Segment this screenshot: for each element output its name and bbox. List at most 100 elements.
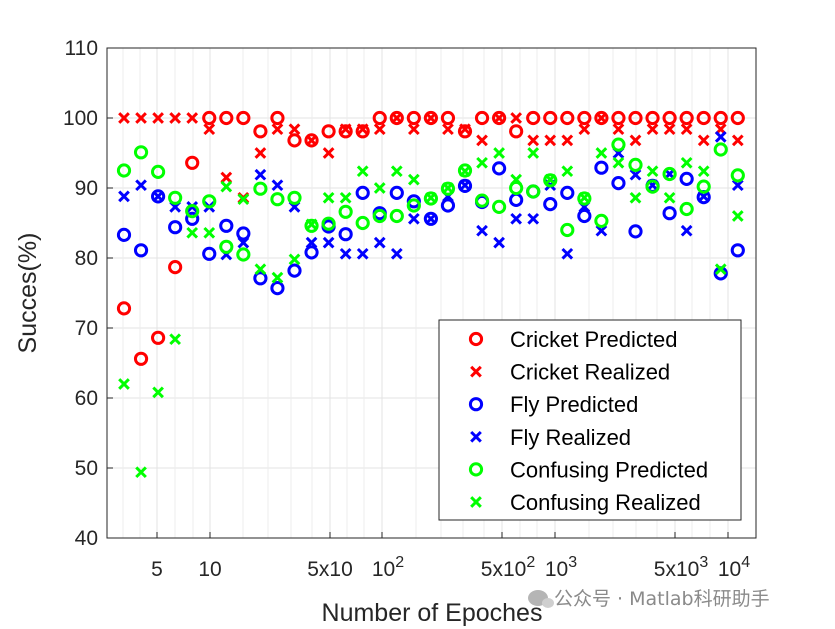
circle-point <box>730 243 745 258</box>
circle-point <box>645 110 660 126</box>
cross-point <box>305 134 318 147</box>
cross-point <box>407 173 420 186</box>
y-axis-label: Succes(%) <box>14 233 42 354</box>
circle-point <box>372 208 387 224</box>
legend-entry: Cricket Realized <box>510 360 670 385</box>
x-tick-label: 103 <box>545 554 577 581</box>
cross-point <box>288 253 301 266</box>
cross-point <box>254 168 267 181</box>
circle-point <box>133 145 149 160</box>
cross-point <box>152 112 164 124</box>
circle-point <box>611 110 626 126</box>
cross-point <box>612 123 625 136</box>
circle-point <box>492 110 507 126</box>
cross-point <box>305 236 318 249</box>
circle-point <box>423 191 438 206</box>
legend-entry: Confusing Predicted <box>510 457 708 482</box>
cross-point <box>322 236 335 249</box>
cross-point <box>680 224 693 237</box>
circle-point <box>543 110 558 126</box>
cross-point <box>220 171 233 184</box>
cross-point <box>271 271 284 284</box>
cross-point <box>476 134 488 147</box>
circle-point <box>679 171 694 186</box>
cross-point <box>629 134 642 147</box>
cross-point <box>646 165 659 178</box>
series-confusing-realized <box>118 147 744 479</box>
cross-point <box>714 131 727 143</box>
cross-point <box>697 190 710 203</box>
cross-point <box>595 112 608 124</box>
cross-point <box>169 333 182 346</box>
cross-point <box>118 190 130 203</box>
cross-point <box>288 123 301 136</box>
circle-point <box>662 110 677 126</box>
circle-point <box>628 224 643 239</box>
circle-point <box>440 110 456 126</box>
legend-entry: Fly Realized <box>510 425 631 450</box>
legend-marker <box>470 365 482 378</box>
x-tick-label: 10 <box>198 558 221 581</box>
x-tick-label: 102 <box>372 554 404 581</box>
cross-point <box>510 112 523 124</box>
cross-point <box>561 247 574 260</box>
circle-point <box>202 246 217 261</box>
cross-point <box>203 123 216 136</box>
cross-point <box>595 224 608 237</box>
legend-marker <box>468 397 484 412</box>
circle-point <box>338 124 353 139</box>
x-tick-label: 5x102 <box>481 554 536 581</box>
circle-point <box>594 213 609 228</box>
circle-point <box>355 185 370 200</box>
cross-point <box>118 112 130 124</box>
cross-point <box>152 190 164 203</box>
circle-point <box>185 204 200 219</box>
cross-point <box>271 123 284 136</box>
circle-point <box>560 185 575 200</box>
cross-point <box>254 263 267 276</box>
circle-point <box>355 215 370 231</box>
circle-point <box>713 142 728 157</box>
series-confusing-predicted <box>116 137 745 262</box>
circle-point <box>560 222 575 238</box>
series-cricket-predicted <box>116 110 745 366</box>
legend-entry: Fly Predicted <box>510 392 638 417</box>
cross-point <box>493 147 505 159</box>
x-axis-label: Number of Epoches <box>322 599 543 627</box>
x-tick-label: 5x10 <box>307 558 353 581</box>
cross-point <box>561 134 574 147</box>
circle-point <box>389 110 404 126</box>
circle-point <box>389 208 404 224</box>
cross-point <box>322 191 335 204</box>
cross-point <box>135 179 147 192</box>
x-tick-label: 104 <box>718 554 750 581</box>
circle-point <box>116 163 132 178</box>
cross-point <box>356 123 369 136</box>
circle-point <box>270 110 285 126</box>
legend-marker <box>470 496 482 508</box>
circle-point <box>338 227 353 242</box>
cross-point <box>578 123 591 136</box>
cross-point <box>425 212 437 225</box>
circle-point <box>168 220 183 235</box>
circle-point <box>389 185 404 200</box>
circle-point <box>730 168 745 183</box>
circle-point <box>492 161 507 176</box>
cross-point <box>152 386 164 399</box>
y-tick-label: 110 <box>65 37 98 60</box>
circle-point <box>287 190 302 205</box>
cross-point <box>629 168 642 181</box>
circle-point <box>236 110 251 126</box>
circle-point <box>133 351 149 366</box>
cross-point <box>663 191 676 204</box>
circle-point <box>611 176 626 191</box>
series-cricket-realized <box>118 112 744 204</box>
circle-point <box>202 194 217 209</box>
circle-point <box>253 271 268 286</box>
cross-point <box>510 212 523 225</box>
cross-point <box>442 182 454 194</box>
circle-point <box>474 193 490 208</box>
circle-point <box>457 163 473 178</box>
circle-point <box>321 124 336 139</box>
